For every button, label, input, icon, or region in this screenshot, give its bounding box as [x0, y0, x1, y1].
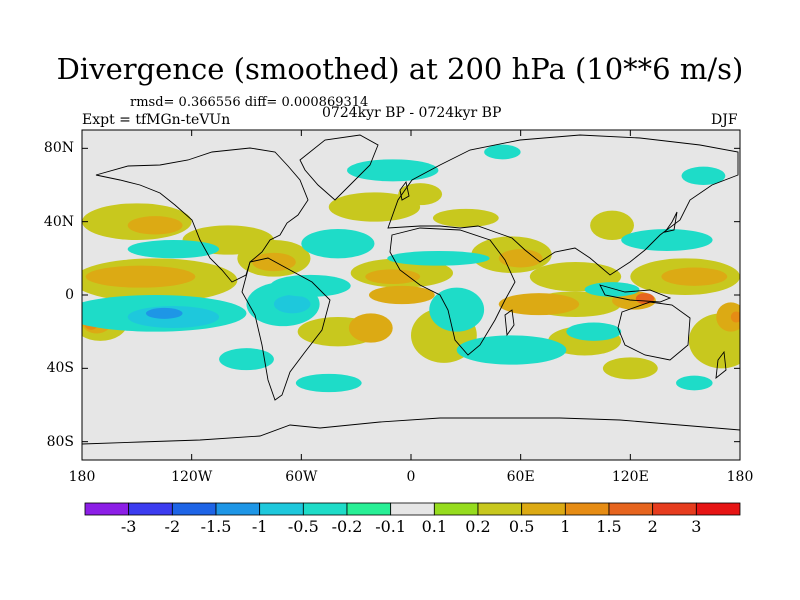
- colorbar-label: 3: [691, 517, 702, 536]
- contour-region: [368, 285, 435, 305]
- coastline-australia: [617, 301, 691, 361]
- contour-region: [432, 208, 499, 228]
- colorbar-swatch: [608, 502, 654, 516]
- colorbar-label: 0.1: [421, 517, 448, 536]
- lon-label-180w: 180: [68, 469, 96, 485]
- coastline-south-america: [241, 257, 331, 401]
- lat-label-80s: 80S: [46, 433, 74, 450]
- contour-fill-layer: [82, 144, 740, 393]
- colorbar-label: 0.2: [465, 517, 491, 536]
- coastline-japan: [663, 211, 678, 233]
- contour-region: [429, 287, 485, 332]
- experiment-label: Expt = tfMGn-teVUn: [82, 112, 231, 128]
- contour-region: [590, 210, 634, 240]
- lat-label-40n: 40N: [43, 213, 74, 230]
- lon-label-180e: 180: [726, 469, 754, 485]
- colorbar-swatch: [346, 502, 392, 516]
- colorbar-label: -1: [251, 517, 268, 536]
- colorbar-label: -1.5: [200, 517, 232, 536]
- colorbar-swatch: [390, 502, 435, 516]
- lon-label-60e: 60E: [506, 469, 535, 485]
- coastline-eurasia: [387, 134, 739, 276]
- colorbar-swatch: [564, 502, 610, 516]
- contour-region: [681, 166, 726, 185]
- lat-label-40s: 40S: [46, 360, 74, 377]
- contour-region: [295, 373, 362, 393]
- colorbar: [84, 502, 741, 516]
- axis-ticks: [81, 130, 741, 460]
- contour-region: [273, 295, 311, 314]
- colorbar-label: 1.5: [596, 517, 622, 536]
- contour-region: [498, 293, 580, 316]
- colorbar-label: -3: [120, 517, 137, 536]
- contour-region: [348, 313, 393, 343]
- contour-region: [584, 282, 640, 297]
- contour-region: [566, 322, 622, 341]
- coastline-africa: [389, 227, 516, 356]
- lon-label-120e: 120E: [611, 469, 649, 485]
- contour-region: [347, 159, 439, 182]
- contour-region: [251, 252, 296, 272]
- contour-region: [219, 348, 274, 371]
- colorbar-swatch: [652, 502, 697, 516]
- contour-region: [730, 311, 740, 323]
- period-label: 0724kyr BP - 0724kyr BP: [322, 105, 502, 121]
- colorbar-swatch: [433, 502, 479, 516]
- contour-region: [621, 229, 713, 251]
- coastline-north-america: [95, 147, 309, 283]
- colorbar-label: -0.5: [287, 517, 319, 536]
- contour-region: [602, 357, 658, 380]
- contour-region: [716, 302, 740, 332]
- contour-region: [365, 269, 421, 284]
- lon-label-0: 0: [406, 469, 416, 485]
- colorbar-swatch: [215, 502, 261, 516]
- colorbar-swatch: [477, 502, 523, 516]
- map-title: Divergence (smoothed) at 200 hPa (10**6 …: [56, 52, 744, 86]
- contour-region: [456, 335, 567, 365]
- contour-region: [127, 240, 220, 259]
- lon-label-60w: 60W: [285, 469, 318, 485]
- contour-region: [270, 274, 351, 297]
- colorbar-swatch: [84, 502, 130, 516]
- colorbar-label: 0.5: [508, 517, 535, 536]
- contour-region: [676, 375, 713, 391]
- colorbar-swatch: [302, 502, 348, 516]
- coastline-antarctica: [82, 417, 740, 445]
- coastline-uk: [399, 180, 410, 201]
- colorbar-label: 1: [560, 517, 571, 536]
- contour-region: [85, 265, 196, 288]
- contour-region: [145, 307, 183, 319]
- contour-region: [328, 192, 421, 222]
- lat-label-80n: 80N: [43, 140, 74, 157]
- stats-text: rmsd= 0.366556 diff= 0.000869314: [130, 95, 369, 110]
- contour-region: [498, 249, 543, 268]
- contour-region: [398, 183, 443, 206]
- colorbar-label: -0.1: [375, 517, 407, 536]
- coastline-layer: [82, 134, 740, 445]
- contour-region: [387, 251, 490, 266]
- coastline-indonesia: [599, 284, 672, 303]
- contour-region: [127, 216, 183, 235]
- colorbar-swatch: [259, 502, 304, 516]
- colorbar-label: 2: [647, 517, 658, 536]
- colorbar-swatch: [695, 502, 741, 516]
- coastline-madagascar: [504, 309, 515, 337]
- season-label: DJF: [711, 112, 738, 128]
- contour-region: [301, 229, 375, 259]
- coastline-greenland: [299, 134, 379, 201]
- lat-label-0: 0: [65, 287, 74, 303]
- coastline-new-zealand: [715, 350, 727, 380]
- colorbar-label: -2: [164, 517, 181, 536]
- contour-region: [484, 144, 521, 160]
- colorbar-swatch: [521, 502, 566, 516]
- colorbar-swatch: [128, 502, 173, 516]
- colorbar-swatch: [171, 502, 217, 516]
- colorbar-label: -0.2: [331, 517, 363, 536]
- lon-label-120w: 120W: [171, 469, 213, 485]
- contour-region: [661, 267, 728, 286]
